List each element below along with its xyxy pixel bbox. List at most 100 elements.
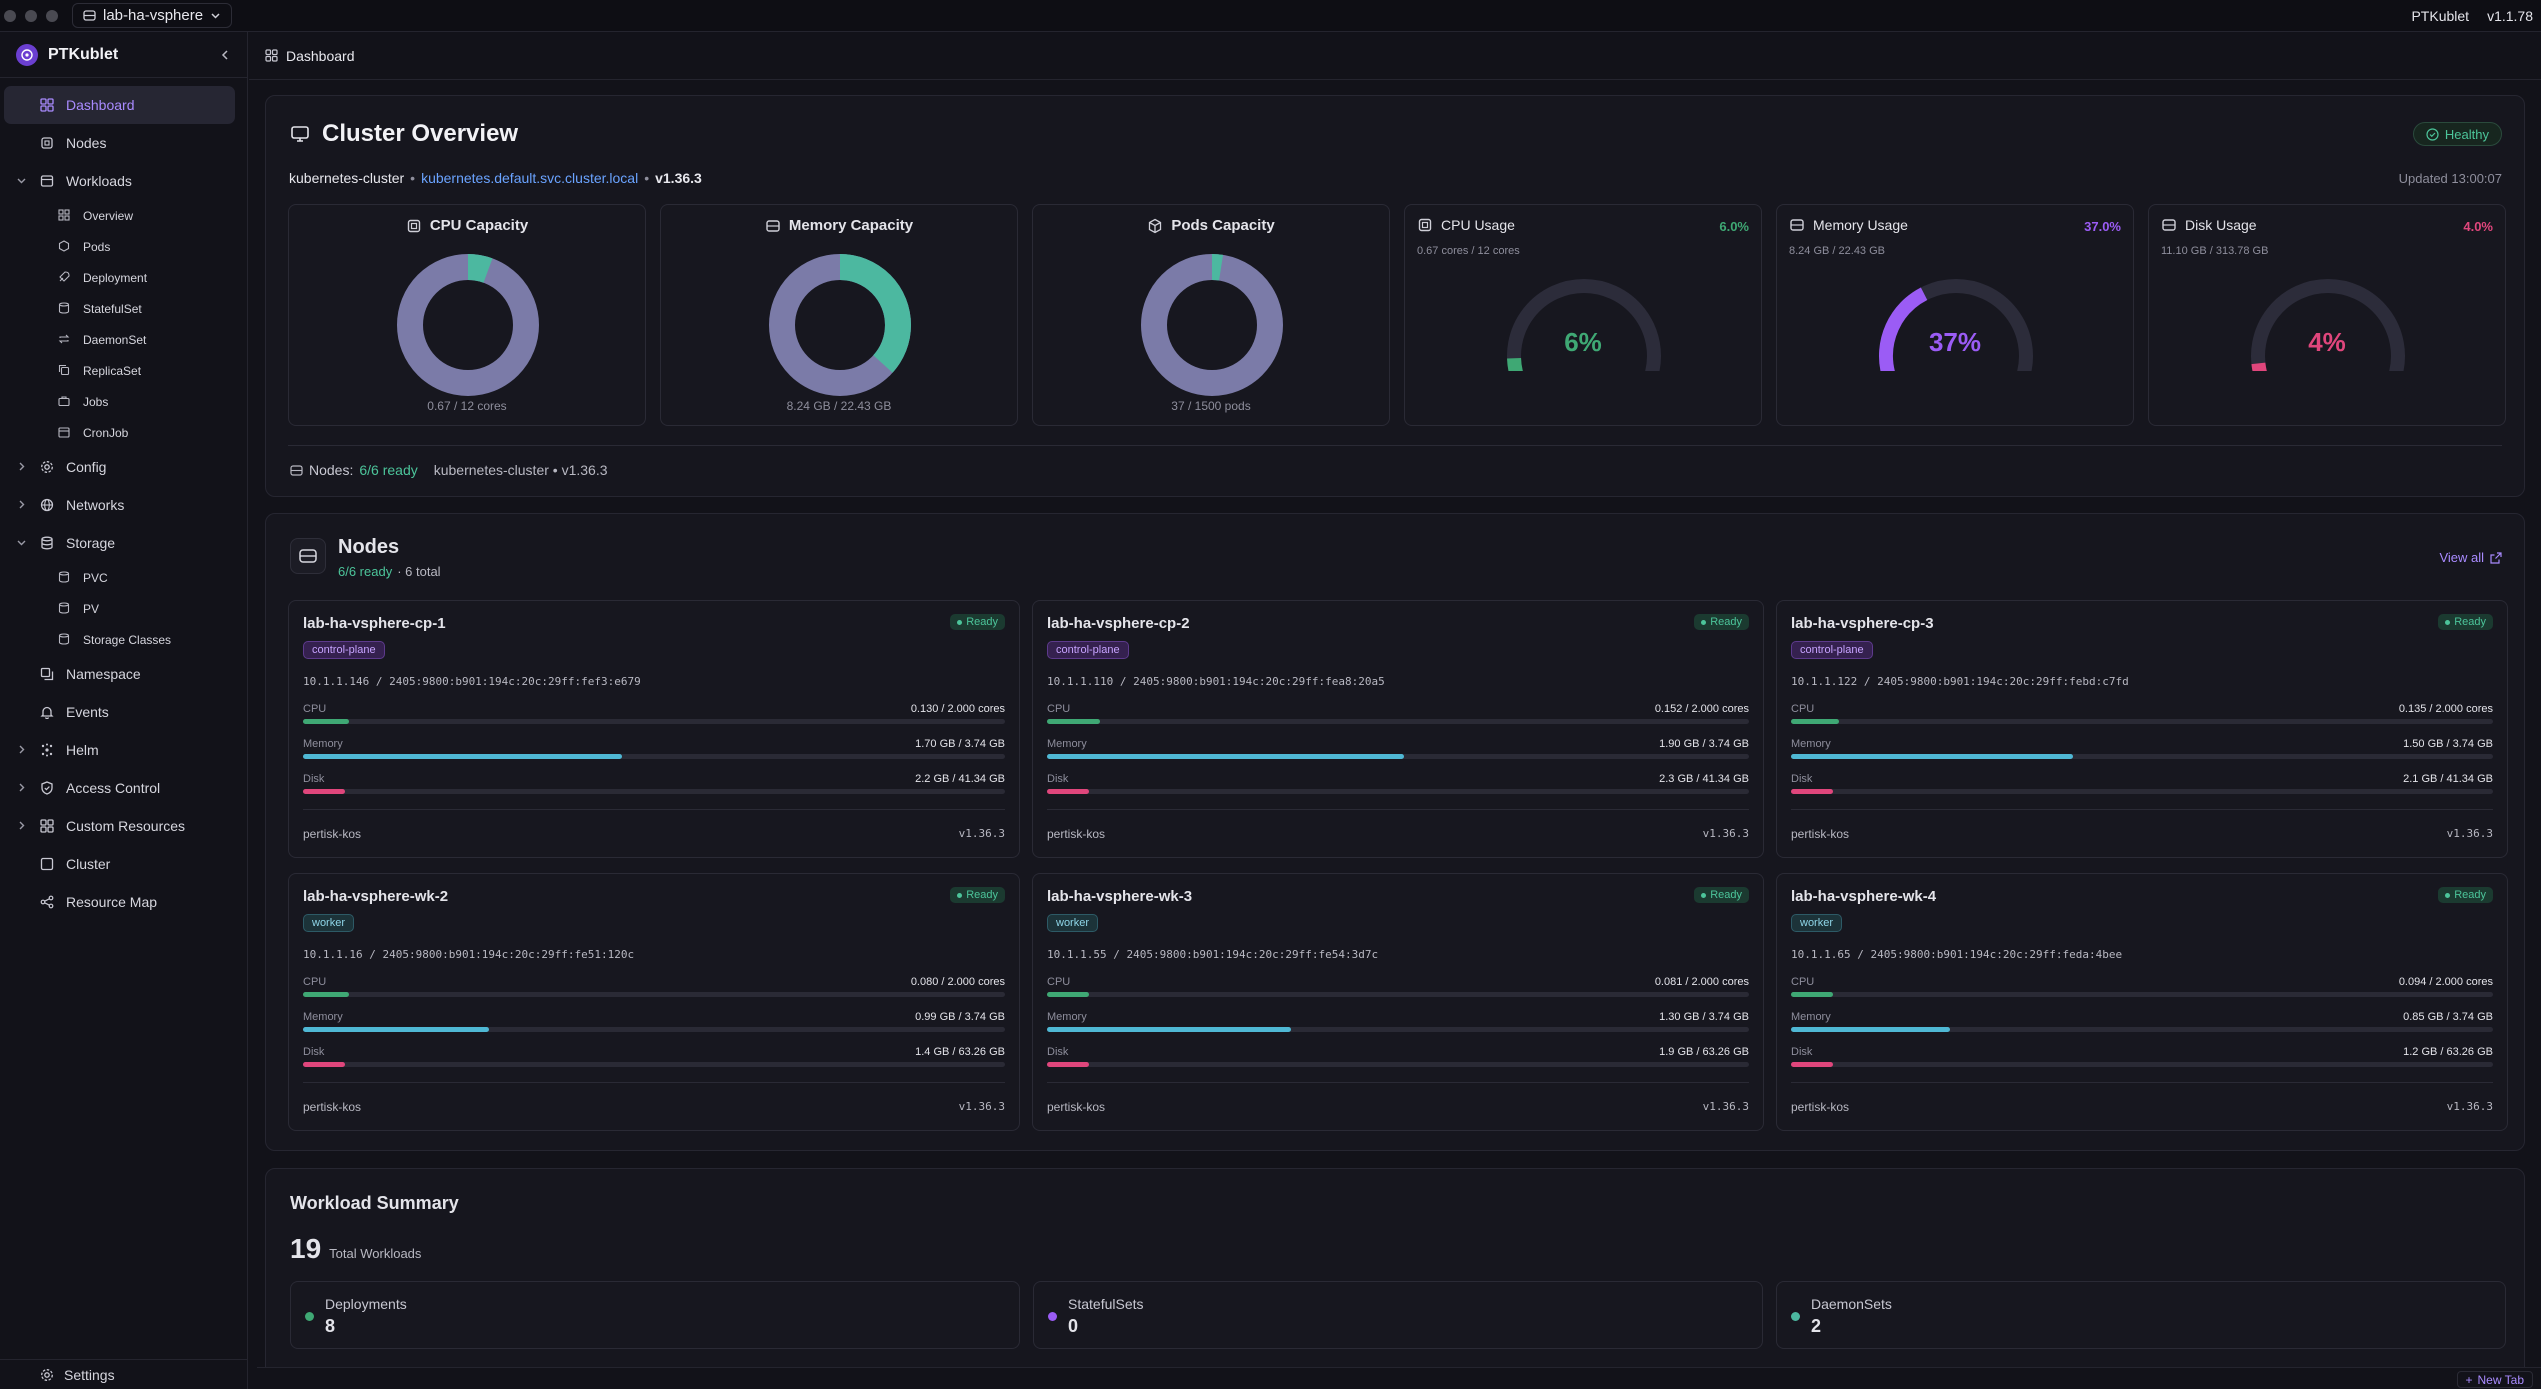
donut-used-slice — [769, 254, 911, 396]
bar-fill — [1047, 992, 1090, 997]
role-badge: worker — [1047, 914, 1099, 932]
sidebar-item-resource-map[interactable]: Resource Map — [0, 883, 247, 921]
node-card[interactable]: lab-ha-vsphere-wk-4 Ready worker 10.1.1.65 … — [1776, 873, 2508, 1131]
memory-bar — [1047, 754, 1749, 759]
metric-label: Memory — [1791, 738, 1831, 750]
status-text: Ready — [966, 889, 998, 901]
separator: • — [644, 170, 650, 186]
sidebar-item-jobs[interactable]: Jobs — [0, 386, 247, 417]
briefcase-icon — [58, 395, 70, 407]
sidebar-item-pods[interactable]: Pods — [0, 231, 247, 262]
sidebar-item-storage-classes[interactable]: Storage Classes — [0, 624, 247, 655]
close-window-button[interactable] — [4, 9, 16, 22]
title-bar: lab-ha-vsphere PTKublet v1.1.78 — [0, 0, 2541, 32]
node-name[interactable]: lab-ha-vsphere-wk-4 — [1791, 888, 1937, 905]
pods-capacity-card: Pods Capacity 37 / 1500 pods — [1032, 204, 1390, 426]
statefulsets-stat-card[interactable]: StatefulSets 0 — [1033, 1281, 1763, 1349]
sidebar-item-cluster[interactable]: Cluster — [0, 845, 247, 883]
sidebar-item-overview[interactable]: Overview — [0, 200, 247, 231]
sidebar-item-daemonset[interactable]: DaemonSet — [0, 324, 247, 355]
sidebar-brand: PTKublet — [0, 32, 247, 78]
app-logo-icon — [16, 43, 38, 66]
node-card[interactable]: lab-ha-vsphere-wk-2 Ready worker 10.1.1.16 … — [288, 873, 1020, 1131]
node-name[interactable]: lab-ha-vsphere-wk-3 — [1047, 888, 1193, 905]
node-version: v1.36.3 — [958, 827, 1005, 840]
sidebar-item-replicaset[interactable]: ReplicaSet — [0, 355, 247, 386]
sidebar-item-namespace[interactable]: Namespace — [0, 655, 247, 693]
sidebar-item-pvc[interactable]: PVC — [0, 562, 247, 593]
sidebar-item-label: Namespace — [66, 666, 141, 682]
metric-value: 0.080 / 2.000 cores — [910, 976, 1005, 988]
sidebar-item-nodes[interactable]: Nodes — [0, 124, 247, 162]
brand-name: PTKublet — [48, 45, 119, 63]
nodes-ready: 6/6 ready — [359, 462, 418, 478]
calendar-icon — [58, 426, 70, 438]
sidebar-item-helm[interactable]: Helm — [0, 731, 247, 769]
node-card[interactable]: lab-ha-vsphere-cp-1 Ready control-plane 10.… — [288, 600, 1020, 858]
maximize-window-button[interactable] — [46, 9, 58, 22]
cluster-info: kubernetes-cluster • kubernetes.default.… — [289, 170, 702, 186]
sidebar-item-events[interactable]: Events — [0, 693, 247, 731]
context-selector[interactable]: lab-ha-vsphere — [72, 3, 233, 28]
minimize-window-button[interactable] — [25, 9, 37, 22]
divider — [288, 445, 2502, 446]
status-badge: Ready — [1694, 614, 1749, 630]
node-name[interactable]: lab-ha-vsphere-wk-2 — [303, 888, 449, 905]
sidebar-item-dashboard[interactable]: Dashboard — [4, 86, 235, 124]
sidebar-item-storage[interactable]: Storage — [0, 524, 247, 562]
sidebar-item-config[interactable]: Config — [0, 448, 247, 486]
metric-memory: Memory 1.70 GB / 3.74 GB — [303, 738, 1005, 759]
sidebar-item-statefulset[interactable]: StatefulSet — [0, 293, 247, 324]
card-title: Memory Capacity — [788, 217, 914, 234]
daemonsets-stat-card[interactable]: DaemonSets 2 — [1776, 1281, 2506, 1349]
breadcrumb-current[interactable]: Dashboard — [286, 47, 355, 64]
cluster-endpoint[interactable]: kubernetes.default.svc.cluster.local — [421, 170, 639, 186]
node-card[interactable]: lab-ha-vsphere-wk-3 Ready worker 10.1.1.55 … — [1032, 873, 1764, 1131]
node-os: pertisk-kos — [303, 827, 362, 841]
bar-fill — [303, 754, 622, 759]
globe-icon — [40, 498, 54, 512]
node-card[interactable]: lab-ha-vsphere-cp-2 Ready control-plane 10.… — [1032, 600, 1764, 858]
node-metrics: CPU 0.152 / 2.000 cores Memory 1.90 GB / 3.… — [1047, 703, 1749, 808]
node-card[interactable]: lab-ha-vsphere-cp-3 Ready control-plane 10.… — [1776, 600, 2508, 858]
role-badge: control-plane — [1791, 641, 1873, 659]
metric-memory: Memory 1.30 GB / 3.74 GB — [1047, 1011, 1749, 1032]
metric-label: Memory — [1047, 1011, 1087, 1023]
node-name[interactable]: lab-ha-vsphere-cp-1 — [303, 615, 446, 632]
metric-value: 2.1 GB / 41.34 GB — [2403, 773, 2493, 785]
metric-disk: Disk 2.3 GB / 41.34 GB — [1047, 773, 1749, 794]
divider — [303, 1082, 1005, 1083]
view-all-link[interactable]: View all — [2439, 550, 2502, 565]
sidebar-item-access-control[interactable]: Access Control — [0, 769, 247, 807]
sidebar-item-workloads[interactable]: Workloads — [0, 162, 247, 200]
new-tab-button[interactable]: + New Tab — [2456, 1371, 2533, 1388]
footer-cluster: kubernetes-cluster • v1.36.3 — [433, 462, 608, 478]
node-name[interactable]: lab-ha-vsphere-cp-3 — [1791, 615, 1934, 632]
disk-bar — [1047, 789, 1749, 794]
metric-cpu: CPU 0.130 / 2.000 cores — [303, 703, 1005, 724]
sidebar-item-cronjob[interactable]: CronJob — [0, 417, 247, 448]
gauge-fill — [2251, 362, 2267, 371]
status-dot — [2445, 619, 2451, 625]
role-badge: worker — [303, 914, 355, 932]
settings-button[interactable]: Settings — [0, 1359, 247, 1389]
usage-percent: 37.0% — [2084, 219, 2121, 234]
overview-header: Cluster Overview — [290, 120, 518, 148]
metric-value: 0.130 / 2.000 cores — [910, 703, 1005, 715]
metric-value: 1.30 GB / 3.74 GB — [1659, 1011, 1749, 1023]
sidebar-item-deployment[interactable]: Deployment — [0, 262, 247, 293]
memory-bar — [1791, 1027, 2493, 1032]
metric-cpu: CPU 0.152 / 2.000 cores — [1047, 703, 1749, 724]
nodes-panel: Nodes 6/6 ready · 6 total View all lab-h… — [265, 513, 2525, 1151]
app-version: v1.1.78 — [2487, 7, 2533, 24]
card-subtitle: 37 / 1500 pods — [1171, 399, 1251, 413]
bar-fill — [1791, 1062, 1834, 1067]
sidebar-item-networks[interactable]: Networks — [0, 486, 247, 524]
sidebar-item-custom-resources[interactable]: Custom Resources — [0, 807, 247, 845]
metric-label: Disk — [1791, 1046, 1813, 1058]
memory-bar — [303, 1027, 1005, 1032]
collapse-sidebar-icon[interactable] — [219, 49, 231, 61]
deployments-stat-card[interactable]: Deployments 8 — [290, 1281, 1020, 1349]
sidebar-item-pv[interactable]: PV — [0, 593, 247, 624]
node-name[interactable]: lab-ha-vsphere-cp-2 — [1047, 615, 1190, 632]
